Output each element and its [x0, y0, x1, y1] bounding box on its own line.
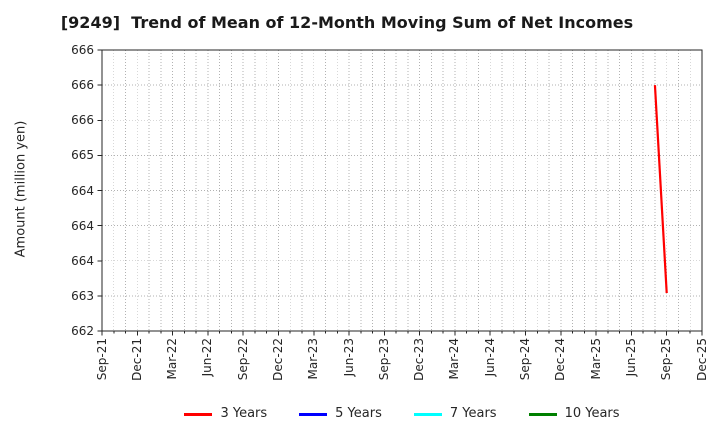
legend-item-label: 5 Years: [335, 406, 382, 421]
legend-item-3-years: 3 Years: [184, 406, 267, 422]
legend-item-label: 3 Years: [220, 406, 268, 421]
series-lines: [653, 85, 668, 294]
chart-title: [9249] Trend of Mean of 12-Month Moving …: [60, 13, 634, 32]
x-tick-label: Sep-25: [659, 338, 674, 381]
y-tick-label: 662: [71, 324, 94, 338]
x-tick-label: Mar-23: [306, 338, 321, 380]
x-tick-label: Sep-21: [94, 338, 109, 381]
legend-item-label: 10 Years: [564, 406, 620, 421]
y-tick-label: 664: [71, 183, 94, 198]
gridlines-horizontal: [102, 84, 702, 297]
x-tick-label: Jun-22: [200, 338, 215, 377]
x-tick-label: Jun-24: [482, 338, 497, 377]
y-tick-label: 666: [71, 78, 94, 93]
plot-border: [101, 49, 703, 332]
y-tick-label: 663: [71, 288, 94, 303]
legend-item-label: 7 Years: [449, 406, 497, 421]
legend-line-swatch: [184, 412, 213, 416]
x-tick-label: Mar-24: [447, 338, 462, 380]
legend: 3 Years 5 Years 7 Years 10 Years: [102, 404, 702, 424]
y-tick-label: 664: [71, 218, 94, 233]
x-tick-label: Dec-23: [412, 338, 427, 381]
y-tick-label: 664: [71, 253, 94, 268]
x-tick-label: Mar-22: [165, 338, 180, 380]
x-tick-label: Dec-24: [553, 338, 568, 381]
legend-item-10-years: 10 Years: [528, 406, 620, 422]
x-tick-label: Mar-25: [588, 338, 603, 380]
y-tick-label: 666: [71, 43, 94, 57]
x-tick-label: Jun-25: [623, 338, 638, 377]
legend-line-swatch: [299, 412, 328, 416]
x-tick-label: Dec-25: [694, 338, 709, 381]
x-tick-label: Dec-22: [270, 338, 285, 381]
legend-line-swatch: [413, 412, 442, 416]
x-tick-label: Sep-24: [518, 338, 533, 381]
legend-item-5-years: 5 Years: [299, 406, 382, 422]
axis-tick-marks: [97, 49, 703, 336]
series-line-3-years: [653, 85, 668, 294]
legend-line-swatch: [528, 412, 557, 416]
x-tick-label: Sep-23: [376, 338, 391, 381]
legend-item-7-years: 7 Years: [413, 406, 497, 422]
x-tick-label: Dec-21: [129, 338, 144, 381]
x-tick-label: Jun-23: [341, 338, 356, 377]
y-tick-label: 666: [71, 113, 94, 128]
y-tick-label: 665: [71, 148, 94, 163]
x-tick-label: Sep-22: [235, 338, 250, 381]
